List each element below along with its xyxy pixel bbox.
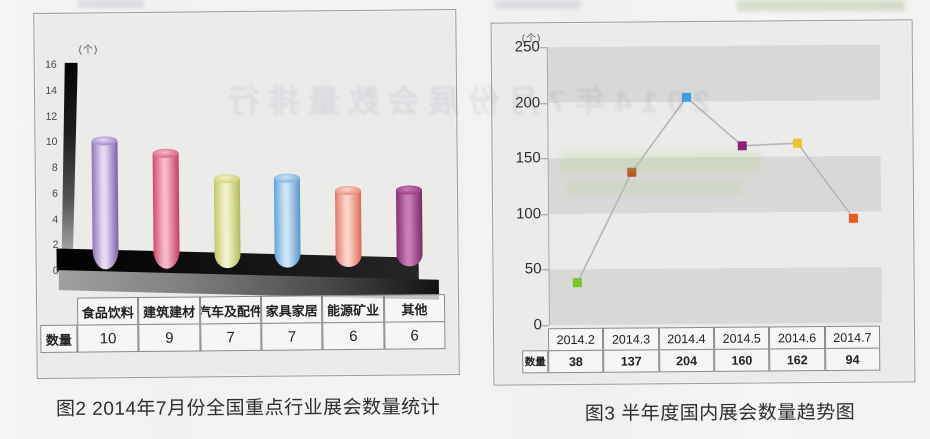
table-row-label: 数量	[40, 324, 78, 353]
figure3-y-tick-mark	[541, 269, 549, 271]
table-row-label: 数量	[522, 350, 549, 374]
trend-line-svg	[572, 92, 858, 288]
figure3-y-tick-mark	[541, 325, 549, 327]
figure2-y-tick-label: 0	[52, 264, 59, 277]
data-point-marker	[681, 92, 692, 102]
figure3-y-tick-mark	[540, 102, 548, 104]
data-point-marker	[627, 167, 637, 177]
table-value-cell: 94	[824, 347, 881, 372]
table-header-cell: 2014.3	[603, 327, 659, 351]
bar-cylinder	[91, 136, 119, 270]
figure3-chart-card: (个) 2014.2 2014.3 2014.4 2014.5 2014.6 2…	[490, 19, 916, 386]
bar-cylinder	[213, 173, 241, 269]
figure2-3d-axis-wall	[60, 63, 80, 260]
table-value-cell: 38	[548, 349, 604, 374]
table-value-cell: 7	[261, 322, 323, 351]
trend-line-path	[576, 96, 855, 284]
figure3-y-tick-label: 100	[515, 205, 542, 223]
figure3-y-tick-label: 50	[524, 260, 542, 278]
bar-cylinder	[335, 185, 362, 268]
table-value-cell: 204	[658, 348, 715, 373]
bar-cylinder-body	[91, 140, 119, 270]
bar-cylinder-top	[395, 185, 423, 195]
table-header-cell: 2014.4	[658, 326, 715, 351]
figure2-y-tick-label: 6	[52, 187, 59, 200]
figure2-y-tick-label: 16	[45, 58, 57, 71]
table-value-cell: 160	[714, 348, 770, 372]
table-value-cell: 10	[77, 324, 139, 353]
table-value-cell: 137	[603, 349, 659, 373]
bar-cylinder-body	[395, 189, 423, 267]
figure2-y-tick-label: 14	[45, 84, 58, 97]
bar-cylinder-body	[213, 177, 241, 269]
figure3-y-tick-mark	[541, 214, 549, 216]
figure2-table-value-row: 数量 10 9 7 7 6 6	[40, 321, 446, 353]
figure2-y-tick-label: 2	[52, 239, 59, 252]
bar-cylinder	[152, 148, 180, 269]
bar-cylinder-body	[335, 189, 362, 268]
figure3-y-tick-label: 200	[515, 93, 541, 112]
figure2-y-tick-label: 10	[45, 136, 58, 149]
data-point-marker	[848, 213, 858, 223]
figure2-y-tick-label: 12	[45, 110, 58, 123]
bar-cylinder-body	[152, 152, 180, 269]
table-value-cell: 162	[769, 348, 825, 372]
bar-cylinder-top	[335, 185, 362, 195]
table-value-cell: 6	[322, 321, 385, 351]
table-header-cell: 2014.2	[547, 327, 604, 352]
figure2-y-tick-label: 8	[51, 161, 58, 174]
table-value-cell: 6	[383, 321, 446, 350]
data-point-marker	[793, 138, 803, 148]
bleed-through-smudge	[78, 0, 144, 8]
data-point-marker	[572, 278, 582, 288]
bar-cylinder	[274, 173, 302, 268]
bar-cylinder-top	[213, 173, 240, 184]
table-header-cell: 能源矿业	[322, 294, 384, 324]
figure3-y-tick-mark	[540, 158, 548, 160]
table-header-cell: 家具家居	[260, 295, 323, 324]
bleed-through-smudge	[737, 0, 905, 11]
table-value-cell: 7	[199, 322, 262, 352]
figure2-chart-card: (个) 0 2 4 6 8 10 12 14 16 食品饮料 建筑建材 汽车及配件 家具家居 能…	[33, 8, 460, 380]
bleed-through-smudge	[495, 0, 581, 9]
table-header-cell: 2014.6	[769, 326, 825, 350]
table-header-cell: 汽车及配件	[199, 295, 262, 325]
bar-cylinder-body	[274, 177, 302, 268]
table-value-cell: 9	[138, 323, 201, 353]
figure3-y-tick-label: 0	[533, 316, 543, 334]
figure3-y-tick-label: 250	[514, 38, 540, 56]
bar-cylinder	[395, 185, 423, 267]
table-header-cell: 其他	[383, 294, 446, 323]
figure3-y-tick-label: 150	[515, 149, 541, 167]
figure3-plot	[546, 44, 882, 326]
figure3-caption: 图3 半年度国内展会数量趋势图	[584, 402, 856, 425]
figure3-y-tick-mark	[539, 47, 547, 49]
table-header-cell: 2014.5	[713, 326, 770, 350]
table-header-cell: 建筑建材	[138, 296, 200, 326]
table-header-cell: 食品饮料	[76, 297, 139, 326]
figure2-unit-label: (个)	[78, 44, 99, 56]
table-header-cell: 2014.7	[824, 325, 881, 350]
figure2-caption: 图2 2014年7月份全国重点行业展会数量统计	[55, 396, 441, 421]
figure3-table-value-row: 数量 38 137 204 160 162 94	[522, 347, 881, 374]
figure2-y-tick-label: 4	[52, 213, 59, 226]
data-point-marker	[737, 141, 747, 151]
